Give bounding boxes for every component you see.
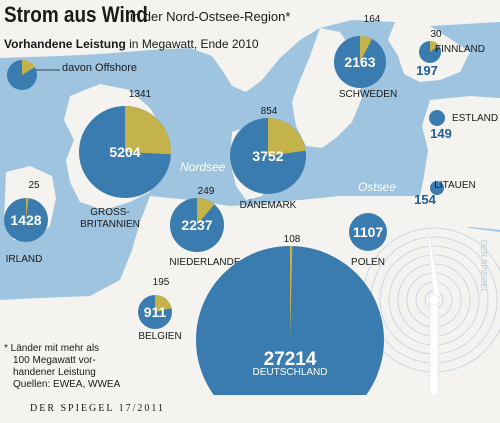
wedge-offshore [125, 105, 172, 155]
label-country: DEUTSCHLAND [252, 367, 327, 378]
footnote: * Länder mit mehr als 100 Megawatt vor- … [4, 343, 120, 391]
sea-label-nordsee: Nordsee [180, 160, 226, 174]
wedge-offshore [197, 198, 215, 225]
map-chart: 1341 5204 GROSS-BRITANNIEN 854 3752 DÄNEMARK 1… [0, 0, 500, 395]
label-country: GROSS- [90, 207, 129, 218]
wedge-offshore [155, 295, 172, 312]
bubble-total [349, 213, 387, 251]
wedge-offshore [430, 41, 439, 52]
land-baltics [420, 96, 500, 230]
sea-label-ostsee: Ostsee [358, 180, 397, 194]
footnote-line: * Länder mit mehr als [4, 343, 100, 354]
label-offshore-value: 249 [198, 186, 215, 197]
label-total-value: 1428 [10, 212, 41, 228]
legend-symbol [7, 59, 60, 90]
label-total-value: 2163 [344, 54, 375, 70]
label-offshore-value: 164 [364, 14, 381, 25]
wedge-offshore [360, 36, 372, 62]
bubble-total [429, 110, 445, 126]
label-country: LITAUEN [434, 180, 476, 191]
label-offshore-value: 25 [28, 180, 40, 191]
label-country: IRLAND [6, 254, 43, 265]
legend-offshore-wedge [22, 59, 35, 75]
footnote-line: handener Leistung [13, 367, 96, 378]
wedge-offshore [290, 246, 293, 340]
wind-turbine-icon [381, 214, 495, 395]
wedge-offshore [268, 118, 306, 156]
country-bubbles: 1341 5204 GROSS-BRITANNIEN 854 3752 DÄNEMARK 1… [4, 14, 498, 395]
label-total-value: 5204 [109, 144, 140, 160]
label-country: SCHWEDEN [339, 89, 397, 100]
subtitle-bold: Vorhandene Leistung [4, 37, 126, 51]
label-total-value: 197 [416, 63, 438, 78]
label-total-value: 27214 [264, 349, 317, 370]
label-offshore-value: 854 [261, 106, 278, 117]
label-country: DÄNEMARK [240, 199, 297, 211]
label-country: NIEDERLANDE [169, 257, 240, 268]
label-country: BELGIEN [138, 331, 181, 342]
bubble-total [430, 181, 444, 195]
label-total-value: 149 [430, 126, 452, 141]
footnote-line: 100 Megawatt vor- [13, 355, 96, 366]
label-total-value: 1107 [353, 224, 384, 240]
wedge-offshore [26, 197, 29, 220]
label-country: FINNLAND [435, 44, 485, 55]
chart-title-suffix: in der Nord-Ostsee-Region* [130, 9, 291, 24]
land-north [0, 0, 500, 92]
image-credit: DER SPIEGEL [479, 240, 488, 294]
subtitle-rest: in Megawatt, Ende 2010 [129, 37, 259, 51]
chart-subtitle: Vorhandene Leistung in Megawatt, Ende 20… [4, 37, 259, 51]
chart-title: Strom aus Wind [4, 2, 148, 27]
label-country: POLEN [351, 257, 385, 268]
footnote-line: Quellen: EWEA, WWEA [13, 379, 121, 390]
legend-label-offshore: davon Offshore [62, 62, 138, 74]
label-total-value: 2237 [181, 217, 212, 233]
label-total-value: 3752 [252, 148, 283, 164]
label-offshore-value: 195 [153, 277, 170, 288]
label-offshore-value: 1341 [129, 89, 152, 100]
label-offshore-value: 108 [284, 234, 301, 245]
label-total-value: 911 [144, 304, 167, 320]
label-country: ESTLAND [452, 113, 498, 124]
label-total-value: 154 [414, 192, 436, 207]
footer-source: DER SPIEGEL 17/2011 [30, 403, 166, 414]
label-offshore-value: 30 [430, 29, 442, 40]
label-country: BRITANNIEN [80, 219, 140, 230]
